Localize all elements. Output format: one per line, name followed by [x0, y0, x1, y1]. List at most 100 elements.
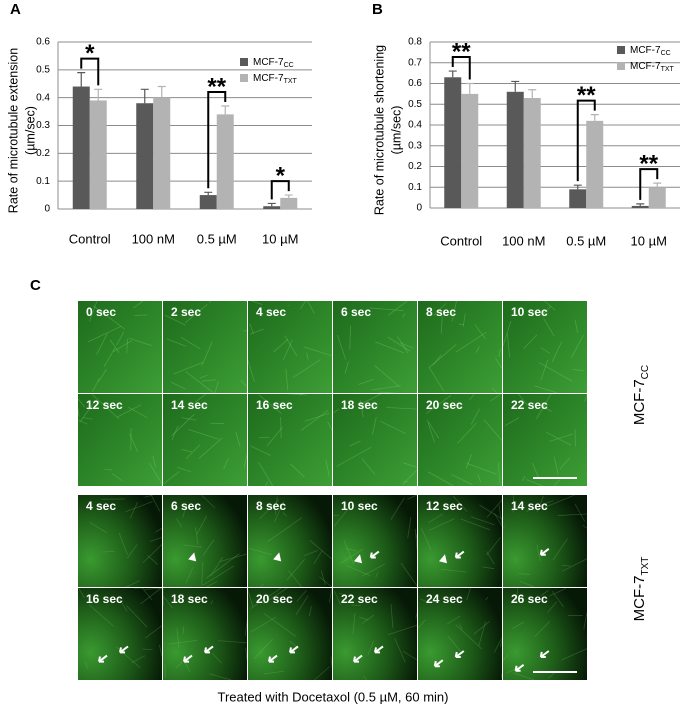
frame-image: [503, 495, 587, 587]
arrow: [374, 645, 384, 654]
filament: [209, 673, 232, 681]
filament: [84, 661, 89, 669]
group-label: MCF-7CC: [631, 365, 651, 425]
microscopy-frame: 10 sec: [502, 300, 587, 394]
frame-label: 16 sec: [86, 592, 123, 606]
error-bar: [94, 88, 103, 101]
filament: [469, 394, 475, 401]
filament: [250, 445, 271, 456]
microscopy-frame: 22 sec: [503, 393, 588, 487]
filament: [184, 304, 208, 324]
bar: [523, 98, 541, 208]
filament: [188, 429, 219, 440]
error-bar: [590, 114, 599, 121]
filament: [129, 433, 139, 453]
arrow: [514, 664, 525, 672]
filament: [282, 512, 287, 517]
filament: [201, 341, 213, 367]
legend-label-sub: TXT: [661, 66, 675, 73]
frame-image: [78, 301, 162, 393]
filament: [562, 558, 588, 572]
filament: [264, 481, 269, 487]
legend-label: MCF-7TXT: [630, 61, 675, 74]
microscopy-frame: 6 sec: [163, 494, 248, 588]
filament: [466, 462, 497, 475]
filament: [374, 365, 400, 387]
filament: [164, 314, 186, 326]
filament: [536, 393, 552, 420]
significance-label: *: [85, 40, 95, 67]
y-tick-label: 0.8: [408, 37, 422, 48]
filament: [175, 661, 183, 668]
filament: [87, 325, 122, 343]
filament: [362, 614, 375, 624]
error-bar: [528, 89, 537, 99]
filament: [140, 587, 162, 605]
bar: [153, 97, 171, 209]
filament: [283, 339, 293, 360]
microscopy-frame: 16 sec: [78, 587, 163, 680]
filament: [506, 333, 511, 358]
x-tick-label: 100 nM: [132, 231, 175, 246]
filament: [403, 462, 418, 468]
filament: [375, 572, 379, 578]
filament: [552, 538, 568, 561]
y-tick-label: 0: [44, 204, 50, 215]
filament: [358, 378, 374, 385]
arrow: [454, 650, 465, 658]
filament: [494, 357, 503, 369]
legend-label-sub: CC: [661, 50, 671, 57]
filament: [548, 587, 567, 597]
filament: [274, 496, 278, 515]
filament: [549, 433, 573, 442]
filament: [512, 621, 524, 629]
filament: [201, 379, 216, 382]
filament: [144, 587, 163, 590]
arrow: [369, 550, 380, 559]
filament: [498, 348, 501, 358]
y-tick-label: 0.3: [36, 120, 50, 131]
legend-swatch: [617, 62, 625, 70]
filament: [345, 548, 358, 552]
error-bar: [653, 182, 662, 188]
significance-bracket: [207, 91, 227, 189]
filament: [127, 406, 148, 418]
filament: [415, 534, 418, 539]
filament: [458, 623, 463, 630]
filament: [502, 525, 505, 528]
legend-label-main: MCF-7: [630, 61, 661, 72]
frame-label: 18 sec: [171, 592, 208, 606]
frame-image: [418, 588, 502, 680]
filament: [362, 563, 385, 577]
significance-label: **: [207, 73, 226, 100]
y-tick-label: 0.3: [408, 140, 422, 151]
arrowhead: [273, 552, 282, 562]
legend-label-main: MCF-7: [253, 57, 284, 68]
filament: [498, 504, 503, 525]
y-tick-label: 0.4: [36, 92, 50, 103]
filament: [288, 393, 303, 396]
filament: [104, 468, 113, 471]
filament: [561, 564, 571, 567]
filament: [166, 338, 187, 347]
frame-image: [78, 495, 162, 587]
filament: [142, 648, 153, 651]
filament: [155, 527, 163, 533]
bar: [506, 91, 524, 208]
filament: [202, 565, 235, 586]
filament: [407, 494, 418, 500]
y-tick-label: 0.1: [36, 176, 50, 187]
filament: [497, 462, 501, 485]
filament: [521, 475, 526, 482]
microscopy-frame: 14 sec: [163, 393, 248, 486]
frame-label: 20 sec: [426, 398, 463, 412]
error-bar: [465, 82, 474, 94]
filament: [131, 655, 146, 663]
filament: [415, 612, 418, 619]
frame-image: [503, 394, 587, 486]
filament: [183, 544, 203, 548]
filament: [126, 580, 140, 588]
filament: [162, 587, 165, 606]
filament: [325, 459, 330, 477]
filament: [116, 331, 125, 346]
